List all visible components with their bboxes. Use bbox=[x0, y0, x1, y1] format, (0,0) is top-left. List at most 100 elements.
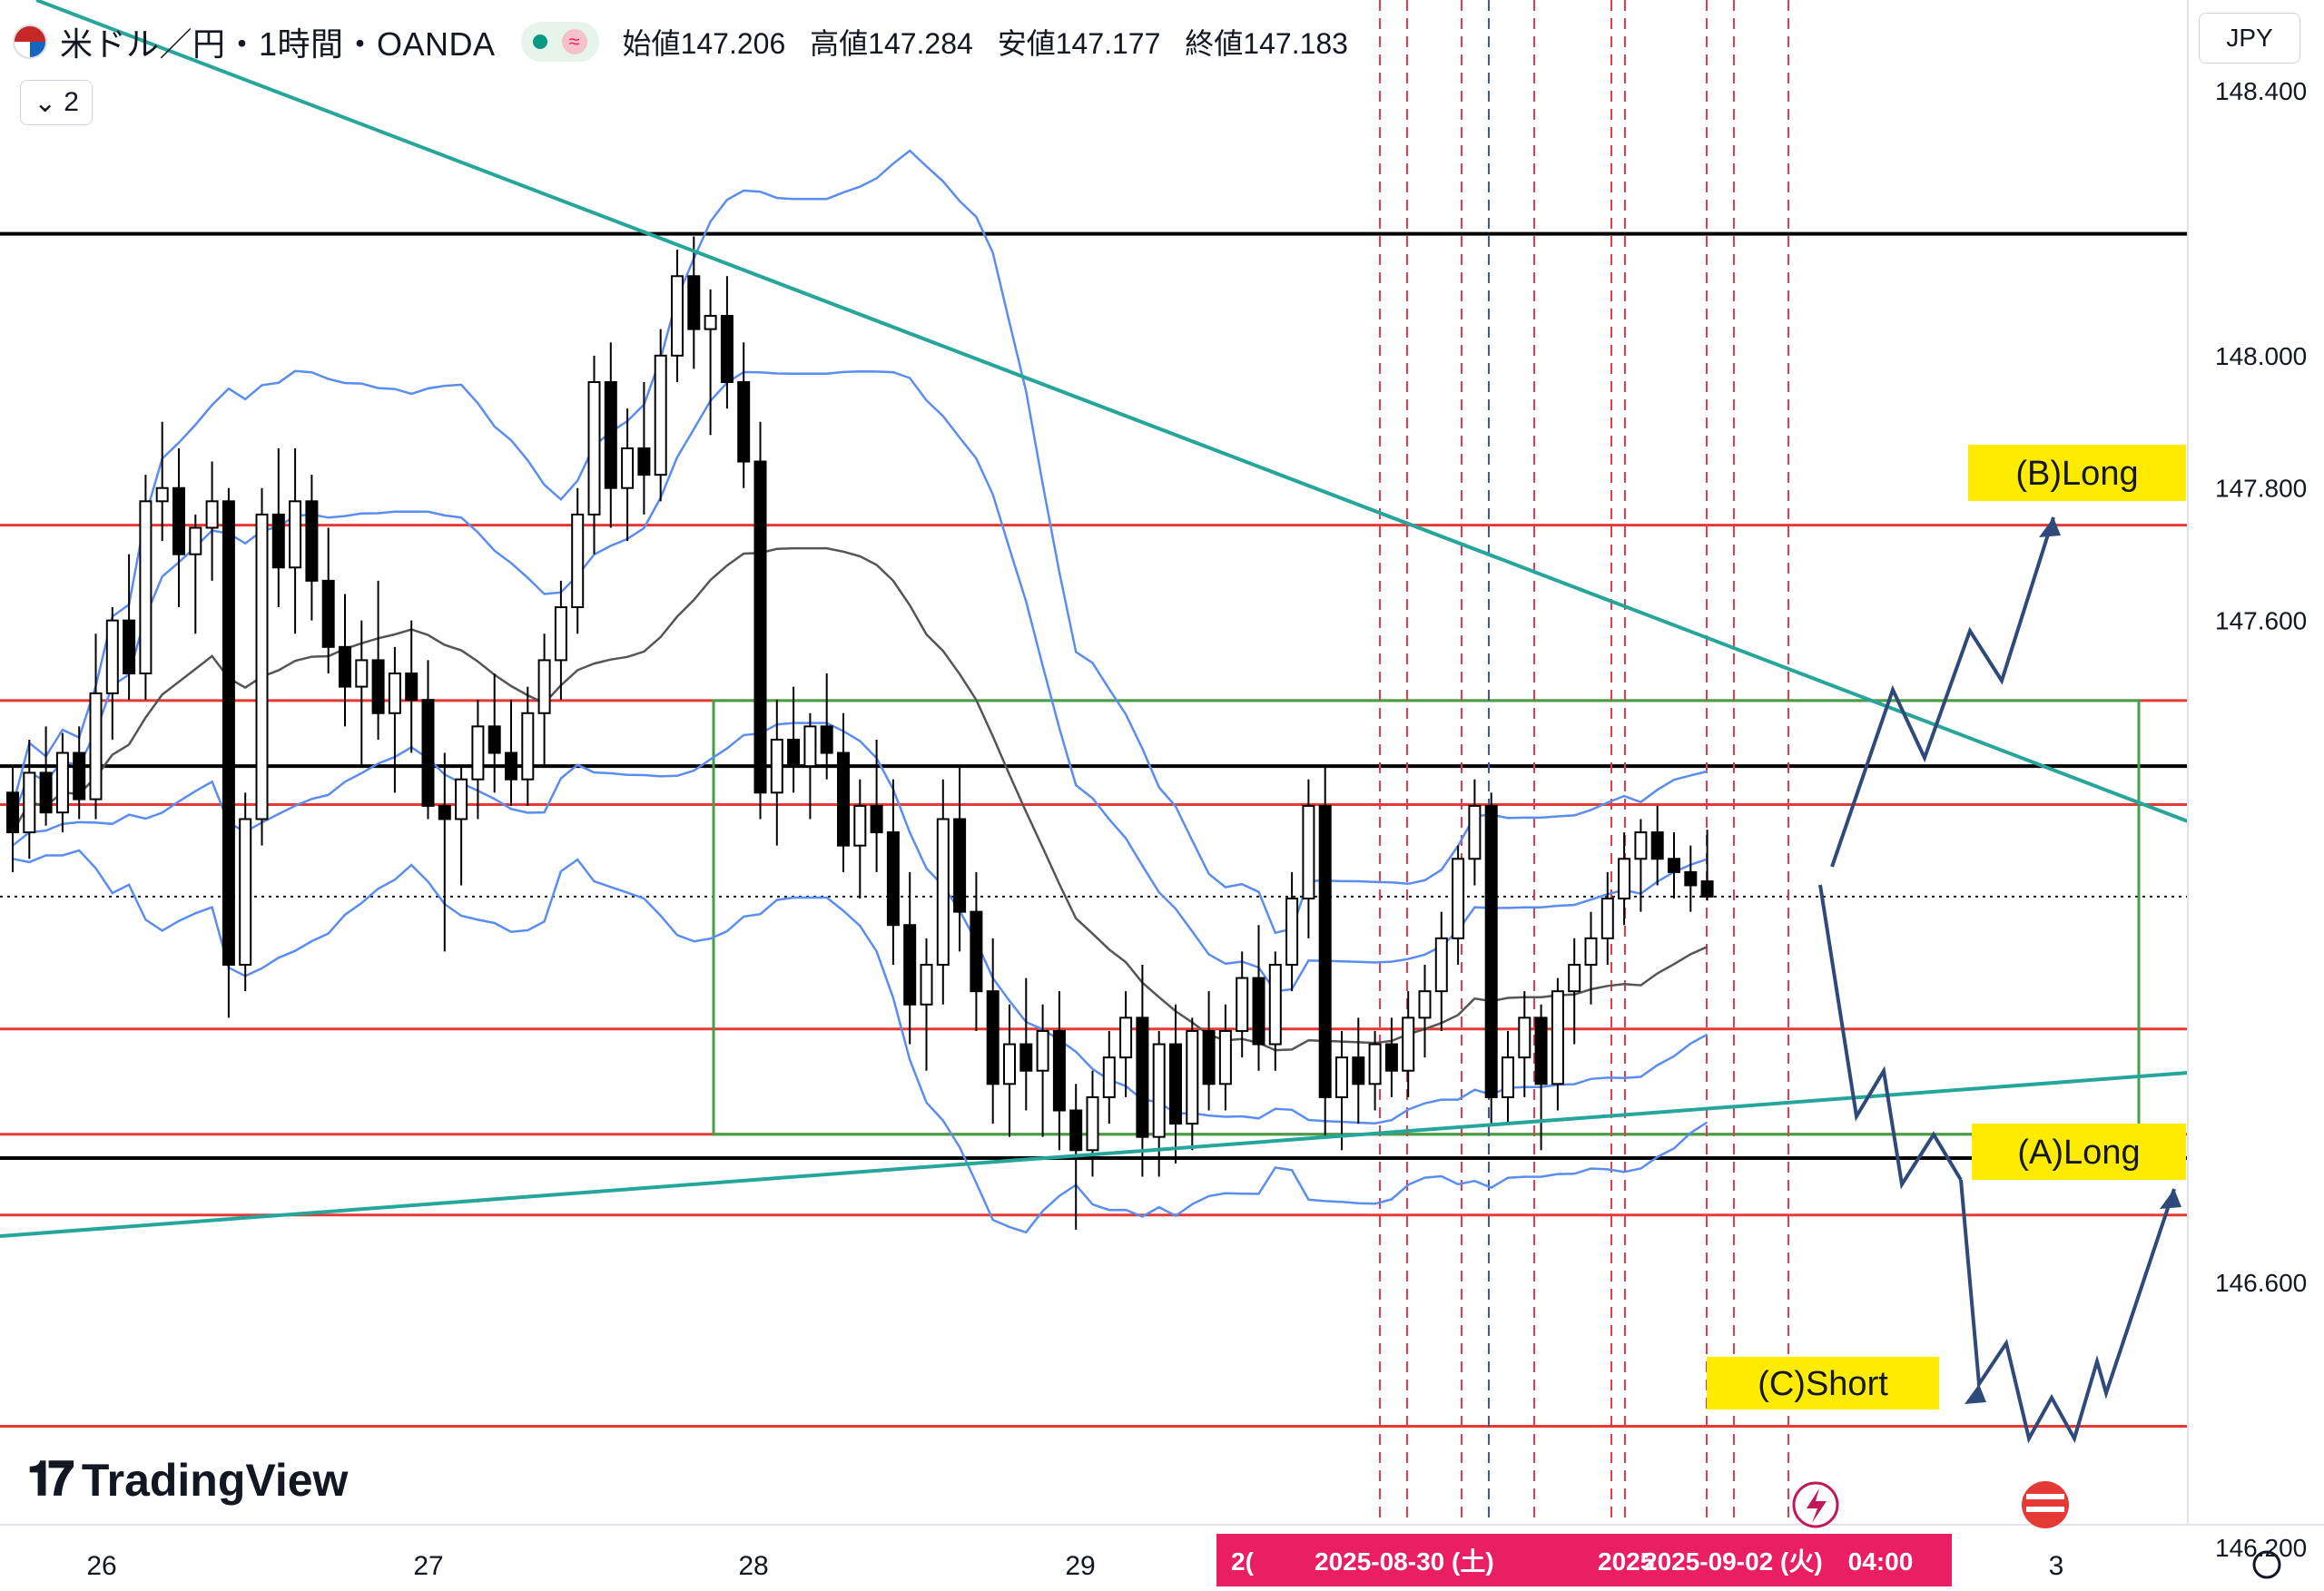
x-tick-label: 28 bbox=[738, 1551, 768, 1581]
candle-body bbox=[1484, 804, 1498, 1098]
scenario-paths bbox=[1818, 516, 2181, 1444]
candle-body bbox=[6, 791, 19, 834]
candle-body bbox=[1684, 870, 1698, 887]
candle-body bbox=[1318, 804, 1332, 1098]
currency-label: JPY bbox=[2226, 24, 2273, 52]
candle-body bbox=[1368, 1043, 1382, 1085]
candle-body bbox=[1335, 1056, 1348, 1098]
candle-body bbox=[1700, 880, 1714, 898]
candle-body bbox=[421, 699, 435, 807]
chart-header: 米ドル／円・1時間・OANDA ≈ 始値147.206 高値147.284 安値… bbox=[13, 16, 1348, 67]
candle-body bbox=[903, 924, 917, 1006]
candle-body bbox=[1003, 1043, 1016, 1085]
candle-body bbox=[1551, 990, 1564, 1085]
candle-body bbox=[172, 486, 185, 555]
wave-icon: ≈ bbox=[561, 29, 587, 54]
us-event-flag-icon bbox=[2022, 1481, 2069, 1528]
x-tick-label: 27 bbox=[413, 1551, 443, 1581]
ascending-trendline bbox=[0, 1071, 2189, 1238]
session-vertical-lines bbox=[1379, 0, 1789, 1525]
ohlc-close-value: 147.183 bbox=[1243, 27, 1348, 60]
ohlc-low-label: 安値 bbox=[997, 27, 1056, 60]
indicator-collapse-button[interactable]: ⌄ 2 bbox=[20, 80, 93, 125]
candle-body bbox=[637, 447, 651, 476]
descending-trendline bbox=[35, 0, 2189, 823]
candle-body bbox=[1600, 898, 1614, 939]
y-tick-label: 147.800 bbox=[2215, 475, 2307, 503]
candle-body bbox=[986, 990, 1000, 1085]
y-tick-label: 146.600 bbox=[2215, 1269, 2307, 1297]
ohlc-high-label: 高値 bbox=[810, 27, 869, 60]
candle-body bbox=[105, 619, 119, 694]
candle-body bbox=[687, 275, 701, 330]
candle-body bbox=[1236, 977, 1249, 1032]
currency-selector[interactable]: JPY bbox=[2199, 13, 2300, 64]
candle-body bbox=[305, 500, 319, 582]
band-line bbox=[12, 849, 1709, 1234]
candle-body bbox=[1152, 1043, 1166, 1138]
candle-body bbox=[487, 725, 501, 754]
symbol-title[interactable]: 米ドル／円・1時間・OANDA bbox=[60, 25, 496, 63]
candle-body bbox=[1302, 804, 1315, 900]
candle-body bbox=[654, 354, 667, 476]
x-tick-label: 29 bbox=[1065, 1551, 1095, 1581]
candle-body bbox=[255, 513, 269, 820]
annotation-b-long-box bbox=[1968, 445, 2186, 501]
band-line bbox=[11, 149, 1708, 935]
horizontal-levels: 148.184147.744147.479147.380147.322146.9… bbox=[0, 215, 2320, 1445]
annotation-a-long-label: (A)Long bbox=[2017, 1134, 2140, 1172]
candle-body bbox=[455, 778, 468, 820]
ohlc-readout: 始値147.206 高値147.284 安値147.177 終値147.183 bbox=[623, 21, 1348, 63]
market-open-dot-icon bbox=[532, 34, 547, 49]
range-box bbox=[712, 699, 2141, 1136]
candle-body bbox=[405, 673, 419, 702]
candle-body bbox=[339, 645, 351, 688]
y-tick-label: 148.000 bbox=[2215, 342, 2307, 370]
candle-body bbox=[837, 751, 850, 847]
candle-body bbox=[1252, 977, 1265, 1046]
candle-body bbox=[886, 831, 900, 927]
candle-body bbox=[820, 725, 833, 754]
candle-body bbox=[1136, 1016, 1149, 1138]
candle-body bbox=[970, 910, 983, 993]
crosshair-partial-label-2: 2025 bbox=[1598, 1547, 1654, 1576]
candle-body bbox=[1634, 831, 1648, 860]
lightning-bolt-icon bbox=[1807, 1488, 1827, 1523]
candle-body bbox=[1019, 1043, 1033, 1072]
candle-body bbox=[222, 500, 235, 966]
candle-body bbox=[753, 460, 767, 794]
candle-body bbox=[1202, 1029, 1216, 1085]
candles bbox=[6, 236, 1714, 1230]
candle-body bbox=[1384, 1043, 1398, 1072]
candle-body bbox=[371, 659, 385, 714]
candle-body bbox=[720, 315, 734, 383]
candle-body bbox=[1102, 1056, 1116, 1098]
price-axis-bg bbox=[2188, 0, 2324, 1591]
arrow-head-icon bbox=[2160, 1189, 2181, 1209]
y-tick-label: 147.600 bbox=[2215, 607, 2307, 635]
candle-body bbox=[1534, 1016, 1548, 1085]
candle-body bbox=[1568, 964, 1581, 993]
annotation-b-long-label: (B)Long bbox=[2015, 455, 2138, 493]
candle-body bbox=[1268, 964, 1282, 1046]
logo-word: TradingView bbox=[81, 1454, 349, 1506]
candle-body bbox=[271, 513, 285, 569]
candle-body bbox=[803, 725, 817, 768]
candle-body bbox=[1169, 1043, 1182, 1125]
candle-body bbox=[1434, 937, 1448, 993]
candle-body bbox=[89, 692, 103, 800]
ohlc-low-value: 147.177 bbox=[1055, 27, 1161, 60]
candle-body bbox=[621, 447, 635, 489]
candle-body bbox=[55, 751, 69, 814]
y-tick-label: 146.200 bbox=[2215, 1534, 2307, 1562]
x-tick-label: 26 bbox=[86, 1551, 116, 1581]
candle-body bbox=[571, 513, 585, 609]
candle-body bbox=[587, 381, 601, 516]
market-status[interactable]: ≈ bbox=[520, 22, 599, 62]
indicator-count: 2 bbox=[64, 87, 79, 117]
us-jp-flag-icon bbox=[13, 25, 47, 59]
time-axis: 26 27 28 29 3 2(2025-08-30 (土) 20252025-09-02 … bbox=[0, 1481, 2324, 1586]
candle-body bbox=[1402, 1016, 1415, 1072]
candle-body bbox=[239, 818, 252, 966]
